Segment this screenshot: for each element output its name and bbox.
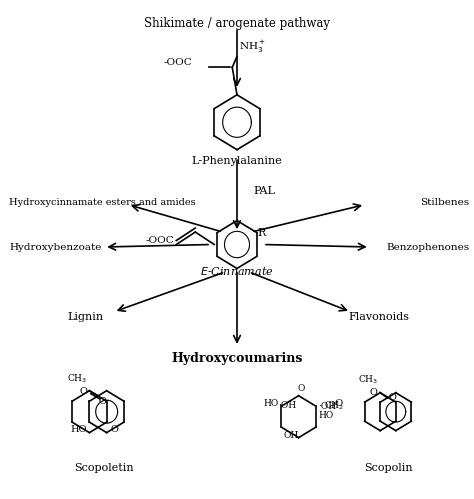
Text: CH$_2$: CH$_2$ <box>324 400 345 412</box>
Text: Flavonoids: Flavonoids <box>349 312 410 322</box>
Text: Scopolin: Scopolin <box>365 463 413 473</box>
Text: Hydroxycoumarins: Hydroxycoumarins <box>171 352 303 365</box>
Text: R: R <box>257 228 266 238</box>
Text: O: O <box>110 425 118 434</box>
Text: OH: OH <box>284 431 299 440</box>
Text: Scopoletin: Scopoletin <box>74 463 134 473</box>
Text: Lignin: Lignin <box>67 312 103 322</box>
Text: O: O <box>99 397 107 406</box>
Text: NH$_3^+$: NH$_3^+$ <box>239 39 266 55</box>
Text: HO: HO <box>71 425 87 434</box>
Text: HO: HO <box>318 411 334 420</box>
Text: ·OH: ·OH <box>278 401 296 410</box>
Text: Shikimate / arogenate pathway: Shikimate / arogenate pathway <box>144 17 330 30</box>
Text: CH$_3$: CH$_3$ <box>357 373 378 386</box>
Text: O: O <box>388 393 396 402</box>
Text: O: O <box>79 387 87 396</box>
Text: Hydroxycinnamate esters and amides: Hydroxycinnamate esters and amides <box>9 198 196 207</box>
Text: O: O <box>297 384 305 393</box>
Text: Stilbenes: Stilbenes <box>420 198 469 207</box>
Text: L-Phenylalanine: L-Phenylalanine <box>191 156 283 166</box>
Text: Benzophenones: Benzophenones <box>386 243 469 251</box>
Text: Hydroxybenzoate: Hydroxybenzoate <box>9 243 102 251</box>
Text: -OOC: -OOC <box>145 236 174 245</box>
Text: -OOC: -OOC <box>163 58 192 67</box>
Text: $E$-Cinnamate: $E$-Cinnamate <box>200 265 274 277</box>
Text: CH$_3$: CH$_3$ <box>67 372 87 385</box>
Text: ·OH: ·OH <box>318 402 337 411</box>
Text: PAL: PAL <box>254 186 275 196</box>
Text: -O: -O <box>332 399 344 408</box>
Text: O: O <box>370 388 378 397</box>
Text: HO: HO <box>264 399 279 408</box>
